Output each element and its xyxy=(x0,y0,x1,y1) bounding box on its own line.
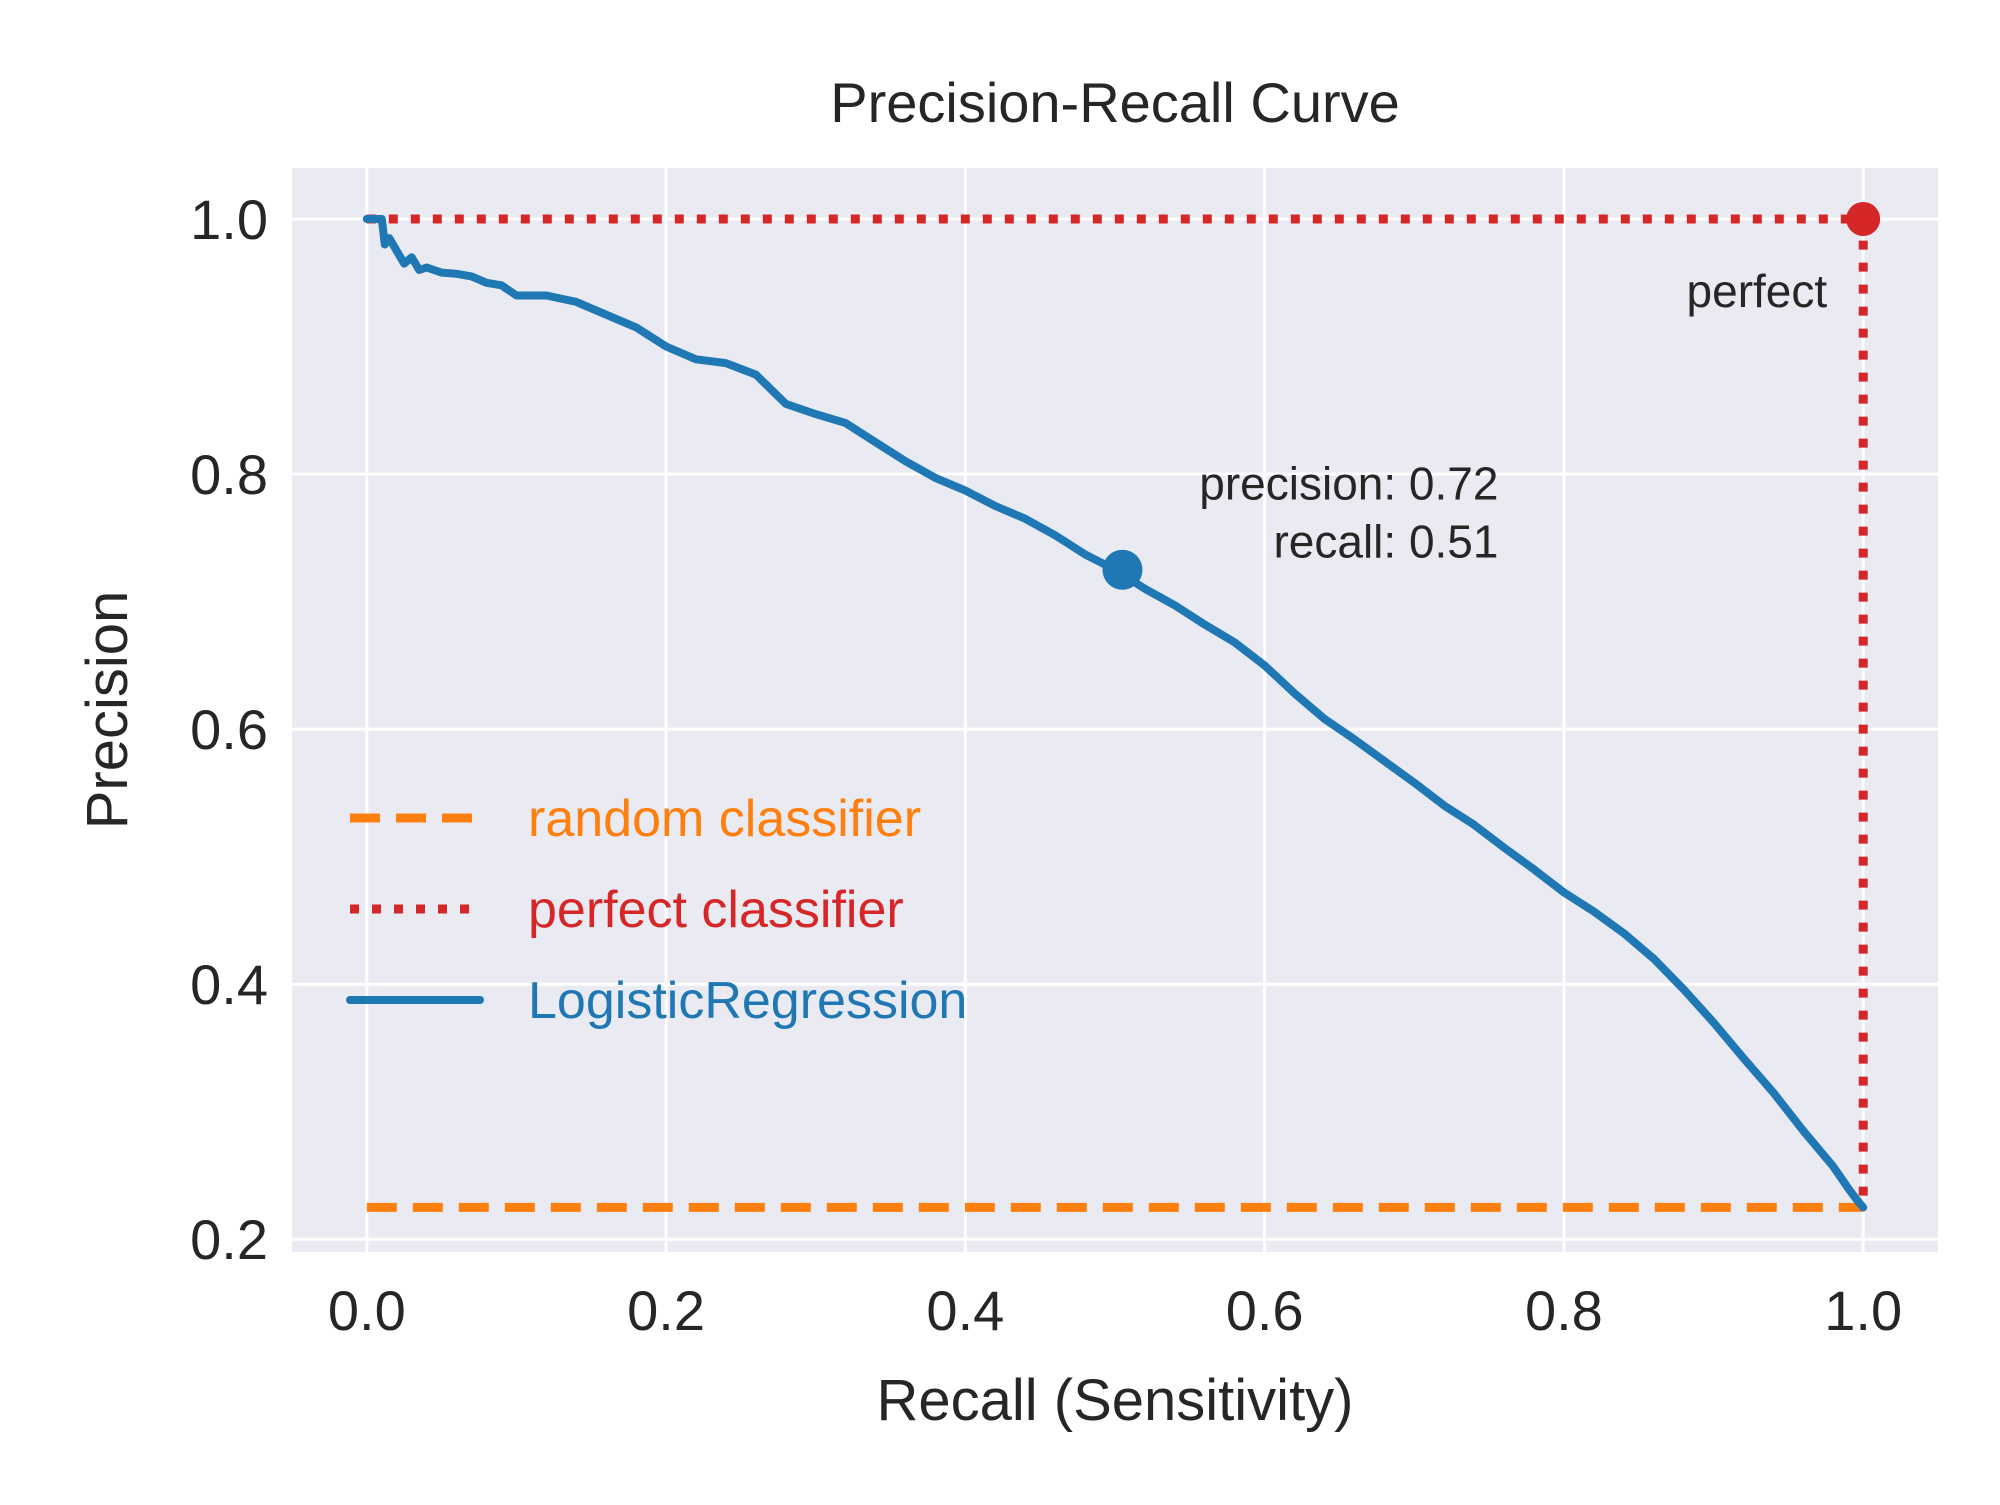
plot-area xyxy=(292,168,1938,1252)
y-tick-label: 0.6 xyxy=(190,698,268,761)
y-tick-label: 1.0 xyxy=(190,188,268,251)
y-tick-label: 0.8 xyxy=(190,443,268,506)
x-axis-title: Recall (Sensitivity) xyxy=(877,1368,1354,1433)
x-tick-label: 0.4 xyxy=(926,1279,1004,1342)
threshold-marker xyxy=(1102,549,1143,590)
annotation-label: recall: 0.51 xyxy=(1273,516,1498,568)
x-tick-label: 1.0 xyxy=(1824,1279,1902,1342)
x-tick-label: 0.6 xyxy=(1226,1279,1304,1342)
annotation-layer: perfect precision: 0.72 recall: 0.51 xyxy=(1102,202,1881,590)
y-axis-title: Precision xyxy=(75,591,140,830)
legend-label: perfect classifier xyxy=(528,881,904,939)
legend-label: LogisticRegression xyxy=(528,972,967,1030)
x-tick-label: 0.2 xyxy=(627,1279,705,1342)
annotation-label: perfect xyxy=(1687,265,1828,317)
legend: random classifier perfect classifier Logis… xyxy=(346,790,967,1030)
chart-title: Precision-Recall Curve xyxy=(830,71,1400,134)
series-line-logisticregression xyxy=(362,215,1868,1212)
x-tick-label: 0.8 xyxy=(1525,1279,1603,1342)
legend-label: random classifier xyxy=(528,790,921,848)
x-tick-label: 0.0 xyxy=(328,1279,406,1342)
y-tick-label: 0.2 xyxy=(190,1208,268,1271)
annotation-label: precision: 0.72 xyxy=(1199,458,1498,510)
perfect-marker xyxy=(1846,202,1881,237)
tick-labels: 0.0 0.2 0.4 0.6 0.8 1.0 0.2 0.4 0.6 0.8 1.0 xyxy=(190,188,1902,1342)
y-tick-label: 0.4 xyxy=(190,953,268,1016)
